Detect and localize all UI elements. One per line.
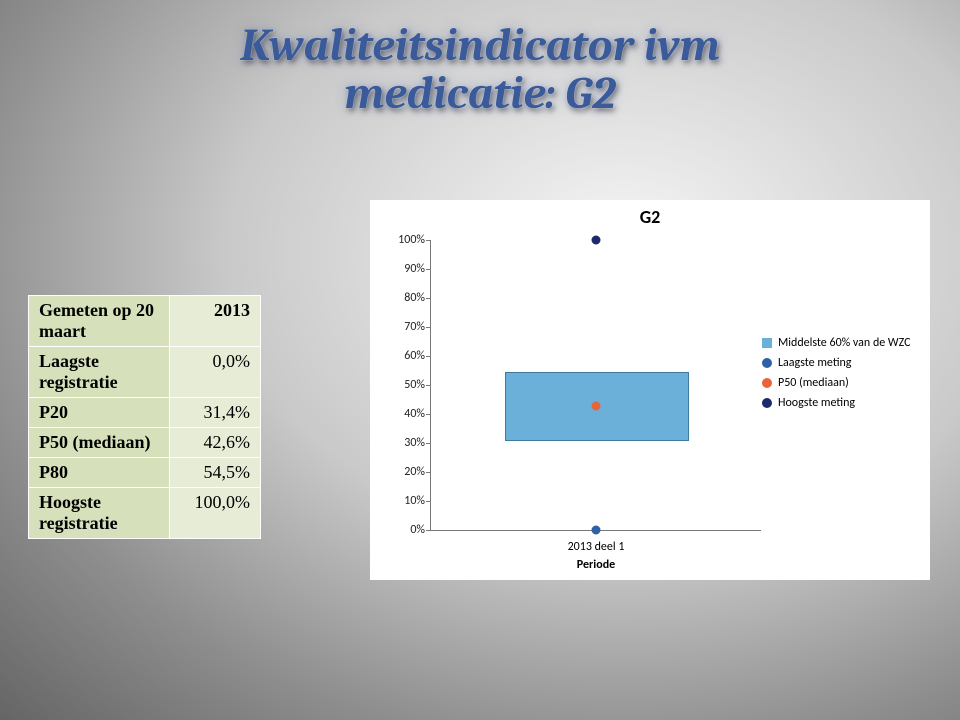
- stats-value: 0,0%: [170, 347, 261, 398]
- stats-value: 100,0%: [170, 488, 261, 539]
- chart-ytick: 30%: [383, 436, 425, 450]
- legend-item: Hoogste meting: [762, 396, 922, 410]
- chart-max-point: [592, 236, 601, 245]
- title-line-1: Kwaliteitsindicator ivm: [240, 19, 720, 72]
- chart-min-point: [592, 526, 601, 535]
- stats-value: 42,6%: [170, 428, 261, 458]
- chart-ytick: 10%: [383, 494, 425, 508]
- chart-median-point: [592, 402, 601, 411]
- legend-box-swatch: [762, 338, 772, 348]
- stats-label: Hoogste registratie: [29, 488, 170, 539]
- stats-label: Laagste registratie: [29, 347, 170, 398]
- chart-title: G2: [370, 200, 930, 228]
- stats-table: Gemeten op 20 maart 2013 Laagste registr…: [28, 295, 261, 539]
- chart-x-category: 2013 deel 1: [431, 540, 761, 554]
- chart-ytick: 90%: [383, 262, 425, 276]
- legend-point-swatch: [762, 398, 772, 408]
- chart-container: G2 2013 deel 1 Periode 0%10%20%30%40%50%…: [370, 200, 930, 580]
- stats-label: P50 (mediaan): [29, 428, 170, 458]
- legend-item: P50 (mediaan): [762, 376, 922, 390]
- stats-label: P80: [29, 458, 170, 488]
- chart-ytick: 80%: [383, 291, 425, 305]
- chart-ytick: 40%: [383, 407, 425, 421]
- chart-ytick: 70%: [383, 320, 425, 334]
- title-line-2: medicatie: G2: [344, 67, 615, 120]
- legend-item: Laagste meting: [762, 356, 922, 370]
- stats-value: 2013: [170, 296, 261, 347]
- legend-point-swatch: [762, 378, 772, 388]
- stats-label: P20: [29, 398, 170, 428]
- chart-ytick: 100%: [383, 233, 425, 247]
- chart-ytick: 60%: [383, 349, 425, 363]
- legend-label: P50 (mediaan): [778, 376, 849, 390]
- legend-label: Hoogste meting: [778, 396, 855, 410]
- chart-legend: Middelste 60% van de WZC Laagste meting P5…: [762, 330, 922, 416]
- stats-value: 54,5%: [170, 458, 261, 488]
- legend-label: Middelste 60% van de WZC: [778, 336, 910, 350]
- chart-plot-area: 2013 deel 1 Periode 0%10%20%30%40%50%60%…: [430, 240, 761, 531]
- chart-ytick: 50%: [383, 378, 425, 392]
- legend-item: Middelste 60% van de WZC: [762, 336, 922, 350]
- slide-title: Kwaliteitsindicator ivm medicatie: G2: [0, 0, 960, 119]
- legend-point-swatch: [762, 358, 772, 368]
- legend-label: Laagste meting: [778, 356, 851, 370]
- chart-x-axis-label: Periode: [431, 558, 761, 572]
- stats-value: 31,4%: [170, 398, 261, 428]
- chart-ytick: 0%: [383, 523, 425, 537]
- stats-label: Gemeten op 20 maart: [29, 296, 170, 347]
- chart-ytick: 20%: [383, 465, 425, 479]
